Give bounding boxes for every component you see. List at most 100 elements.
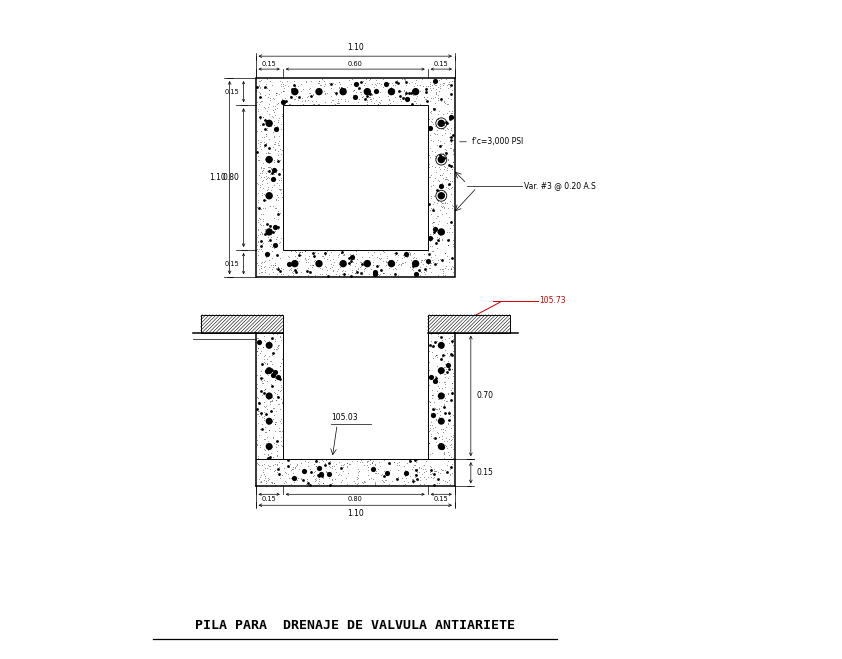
Point xyxy=(267,465,280,476)
Point xyxy=(338,83,352,94)
Point xyxy=(432,182,445,192)
Point xyxy=(305,96,318,107)
Point xyxy=(430,408,444,418)
Point xyxy=(265,442,279,453)
Point xyxy=(258,471,272,482)
Point xyxy=(266,127,280,137)
Point xyxy=(425,146,439,156)
Point xyxy=(432,432,445,442)
Point xyxy=(251,82,264,92)
Point xyxy=(424,181,438,192)
Point xyxy=(269,375,282,386)
Point xyxy=(260,354,274,364)
Point xyxy=(389,256,402,267)
Point xyxy=(255,119,269,129)
Point xyxy=(443,143,456,154)
Point xyxy=(293,250,306,260)
Point xyxy=(365,250,378,261)
Point xyxy=(435,465,449,476)
Point xyxy=(426,392,440,403)
Point xyxy=(327,95,340,105)
Point xyxy=(280,76,294,86)
Point xyxy=(323,263,337,273)
Point xyxy=(409,92,423,103)
Point xyxy=(252,406,265,416)
Point xyxy=(256,214,269,224)
Point xyxy=(251,378,264,389)
Point xyxy=(266,173,280,184)
Point xyxy=(349,78,363,89)
Point xyxy=(417,478,430,489)
Point xyxy=(320,88,333,98)
Point xyxy=(270,328,284,339)
Point xyxy=(328,87,341,98)
Point xyxy=(355,266,369,277)
Point xyxy=(269,145,282,156)
Point xyxy=(428,466,441,476)
Point xyxy=(261,394,274,405)
Point xyxy=(349,87,363,98)
Point xyxy=(275,354,289,364)
Point xyxy=(392,78,405,89)
Circle shape xyxy=(388,89,394,95)
Point xyxy=(323,255,337,266)
Point xyxy=(347,86,360,96)
Point xyxy=(426,233,440,243)
Point xyxy=(410,470,424,480)
Point xyxy=(325,94,338,105)
Point xyxy=(445,272,459,282)
Point xyxy=(260,404,274,415)
Point xyxy=(432,185,445,196)
Circle shape xyxy=(413,89,418,95)
Point xyxy=(444,125,457,135)
Point xyxy=(332,249,345,260)
Point xyxy=(342,258,355,269)
Point xyxy=(263,100,276,110)
Point xyxy=(446,370,460,381)
Point xyxy=(444,451,457,462)
Point xyxy=(259,174,273,185)
Point xyxy=(403,249,417,260)
Point xyxy=(445,348,458,358)
Point xyxy=(269,103,282,114)
Point xyxy=(274,188,288,198)
Point xyxy=(446,267,460,277)
Point xyxy=(386,77,399,88)
Point xyxy=(446,239,460,249)
Point xyxy=(429,422,442,433)
Point xyxy=(427,397,440,407)
Point xyxy=(344,271,358,281)
Point xyxy=(390,460,403,471)
Text: 0.80: 0.80 xyxy=(348,496,363,502)
Point xyxy=(301,262,314,273)
Point xyxy=(252,236,265,246)
Point xyxy=(369,477,382,488)
Point xyxy=(442,338,456,349)
Point xyxy=(253,370,267,380)
Point xyxy=(285,84,299,94)
Point xyxy=(447,376,461,386)
Point xyxy=(442,234,456,244)
Point xyxy=(425,217,439,228)
Point xyxy=(440,467,454,477)
Point xyxy=(269,202,282,213)
Point xyxy=(429,259,442,270)
Point xyxy=(440,197,454,208)
Point xyxy=(268,94,281,104)
Point xyxy=(426,176,440,186)
Point xyxy=(400,76,413,87)
Point xyxy=(447,203,461,214)
Point xyxy=(374,253,387,264)
Point xyxy=(261,165,274,176)
Point xyxy=(440,227,454,238)
Point xyxy=(274,418,288,428)
Point xyxy=(400,466,413,476)
Circle shape xyxy=(365,89,370,95)
Point xyxy=(440,251,454,262)
Point xyxy=(445,75,459,86)
Point xyxy=(303,251,317,262)
Point xyxy=(413,265,426,275)
Point xyxy=(273,331,286,341)
Point xyxy=(256,165,269,175)
Point xyxy=(349,90,362,100)
